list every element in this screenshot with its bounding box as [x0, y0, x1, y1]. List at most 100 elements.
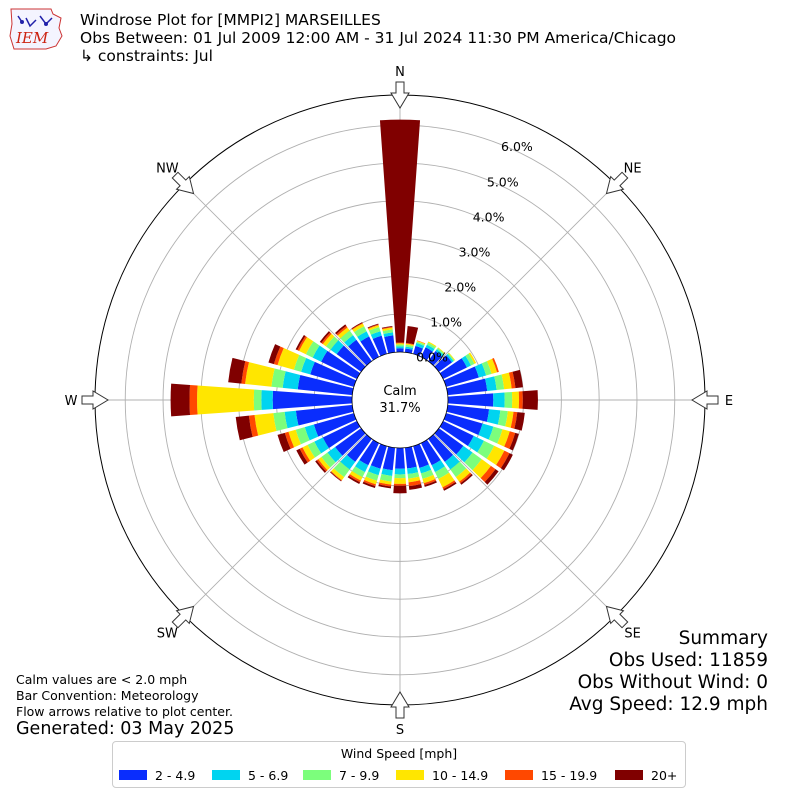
- obs-used: Obs Used: 11859: [608, 650, 768, 671]
- wind-bar-segment: [319, 331, 331, 344]
- wind-bar-segment: [446, 378, 488, 396]
- wind-bar-segment: [394, 474, 406, 479]
- wind-bar-segment: [241, 361, 249, 384]
- wind-bar-segment: [465, 353, 475, 366]
- legend-swatch: [212, 770, 240, 780]
- constraints: ↳ constraints: Jul: [80, 47, 213, 65]
- wind-bar-segment: [351, 322, 363, 329]
- wind-bar-segment: [408, 480, 422, 487]
- wind-bar-segment: [518, 391, 523, 409]
- wind-bar-segment: [405, 344, 414, 348]
- wind-bar-segment: [408, 483, 423, 490]
- flow-arrow-icon: [605, 171, 629, 195]
- wind-bar-segment: [354, 326, 367, 337]
- wind-bar-segment: [434, 466, 450, 479]
- wind-bar-segment: [426, 342, 436, 349]
- wind-bar-segment: [272, 390, 353, 410]
- wind-bar-segment: [248, 415, 259, 438]
- wind-bar-segment: [461, 355, 472, 368]
- wind-bar-segment: [443, 413, 483, 436]
- wind-bar-segment: [360, 336, 380, 361]
- wind-bar-segment: [434, 428, 464, 455]
- wind-bar-segment: [331, 468, 345, 481]
- wind-bar-segment: [447, 353, 455, 362]
- wind-bar-segment: [396, 344, 404, 347]
- wind-bar-segment: [395, 342, 405, 344]
- wind-bar-segment: [295, 334, 306, 351]
- radial-tick-label: 3.0%: [459, 244, 491, 259]
- wind-bar-segment: [500, 453, 513, 471]
- direction-label: SW: [157, 627, 178, 642]
- flow-arrow-icon: [171, 171, 195, 195]
- direction-label: SE: [624, 627, 640, 642]
- flow-arrow-icon: [81, 390, 109, 410]
- wind-bar-segment: [330, 471, 342, 482]
- calm-percent: 31.7%: [379, 401, 420, 416]
- wind-bar-segment: [447, 393, 494, 407]
- wind-bar-segment: [245, 362, 275, 387]
- wind-bar-segment: [415, 342, 425, 349]
- wind-bar-segment: [380, 474, 393, 482]
- wind-bar-segment: [439, 358, 467, 380]
- wind-bar-segment: [501, 372, 512, 390]
- wind-bar-segment: [404, 446, 417, 469]
- logo-text: IEM: [15, 29, 49, 47]
- wind-bar-segment: [436, 347, 445, 355]
- legend-swatch: [303, 770, 331, 780]
- wind-bar-segment: [368, 465, 381, 476]
- wind-bar-segment: [456, 445, 473, 463]
- wind-bar-segment: [405, 325, 419, 345]
- obs-range: Obs Between: 01 Jul 2009 12:00 AM - 31 J…: [80, 29, 677, 47]
- wind-bar-segment: [268, 344, 281, 365]
- wind-bar-segment: [379, 479, 392, 485]
- wind-bar-segment: [423, 479, 437, 486]
- wind-bar-segment: [504, 431, 516, 449]
- wind-bar-segment: [352, 323, 365, 333]
- wind-bar-segment: [305, 341, 320, 358]
- legend-swatch: [119, 770, 147, 780]
- wind-bar-segment: [254, 413, 277, 436]
- wind-bar-segment: [312, 345, 328, 362]
- wind-bar-segment: [297, 374, 354, 396]
- legend-label: 15 - 19.9: [541, 767, 598, 783]
- wind-bar-segment: [442, 480, 456, 490]
- legend-label: 20+: [651, 767, 678, 783]
- radial-tick-label: 2.0%: [444, 279, 476, 294]
- wind-bar-segment: [459, 472, 472, 484]
- wind-bar-segment: [405, 343, 414, 347]
- wind-bar-segment: [480, 465, 496, 483]
- wind-bar-segment: [235, 415, 253, 441]
- flow-arrow-icon: [390, 81, 410, 109]
- radial-tick-label: 5.0%: [487, 174, 519, 189]
- wind-bar-segment: [504, 391, 513, 409]
- wind-bar-segment: [330, 471, 342, 481]
- wind-bar-segment: [355, 460, 369, 473]
- wind-bar-segment: [357, 331, 370, 342]
- wind-bar-segment: [443, 481, 457, 491]
- summary-title: Summary: [678, 628, 768, 649]
- wind-bar-segment: [427, 341, 437, 348]
- wind-bar-segment: [340, 454, 356, 470]
- flow-arrow-icon: [171, 605, 195, 629]
- wind-bar-segment: [378, 484, 392, 489]
- wind-bar-segment: [467, 435, 484, 453]
- wind-bar-segment: [424, 480, 437, 487]
- legend-item: 10 - 14.9: [396, 767, 489, 783]
- wind-bar-segment: [422, 474, 436, 484]
- wind-bar-segment: [381, 325, 393, 329]
- legend-swatch: [396, 770, 424, 780]
- wind-bar-segment: [277, 347, 300, 370]
- grid-spoke: [184, 184, 401, 401]
- chart-header: Windrose Plot for [MMPI2] MARSEILLES Obs…: [80, 11, 676, 65]
- wind-bar-segment: [314, 437, 329, 454]
- wind-bar-segment: [384, 335, 396, 354]
- wind-bar-segment: [310, 361, 357, 387]
- generated-date: Generated: 03 May 2025: [16, 719, 235, 739]
- legend-item: 2 - 4.9: [119, 768, 195, 783]
- wind-bar-segment: [344, 335, 357, 347]
- wind-bar-segment: [321, 452, 336, 468]
- legend-label: 10 - 14.9: [432, 767, 489, 783]
- wind-bar-segment: [464, 452, 482, 471]
- wind-bar-segment: [443, 366, 479, 387]
- legend-title: Wind Speed [mph]: [340, 746, 458, 761]
